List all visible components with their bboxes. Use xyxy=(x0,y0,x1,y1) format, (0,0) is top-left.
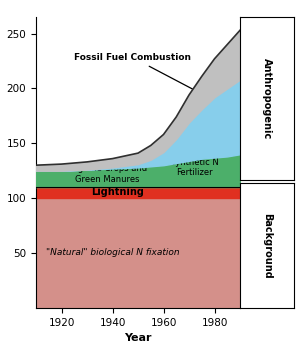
Text: Lightning: Lightning xyxy=(91,186,144,197)
Text: Legume Crops and
Green Manures: Legume Crops and Green Manures xyxy=(68,164,147,184)
Text: Synthetic N
Fertilizer: Synthetic N Fertilizer xyxy=(170,158,218,177)
Text: "Natural" biological N fixation: "Natural" biological N fixation xyxy=(46,248,179,258)
Y-axis label: Global Nitrogen Fixation (Tg/y): Global Nitrogen Fixation (Tg/y) xyxy=(0,71,1,254)
X-axis label: Year: Year xyxy=(124,333,152,342)
Text: Anthropogenic: Anthropogenic xyxy=(262,58,272,139)
Text: Background: Background xyxy=(262,212,272,278)
Text: Fossil Fuel Combustion: Fossil Fuel Combustion xyxy=(74,53,198,92)
